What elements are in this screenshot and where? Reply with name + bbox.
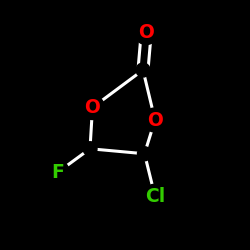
Circle shape bbox=[46, 160, 70, 184]
Circle shape bbox=[134, 20, 158, 44]
Circle shape bbox=[80, 96, 104, 120]
Circle shape bbox=[138, 147, 151, 161]
Circle shape bbox=[136, 63, 150, 77]
Text: Cl: Cl bbox=[145, 187, 165, 206]
Circle shape bbox=[83, 142, 97, 156]
Circle shape bbox=[143, 184, 167, 208]
Text: O: O bbox=[147, 110, 163, 130]
Text: F: F bbox=[51, 163, 64, 182]
Text: O: O bbox=[138, 23, 154, 42]
Circle shape bbox=[143, 108, 167, 132]
Text: O: O bbox=[84, 98, 100, 117]
